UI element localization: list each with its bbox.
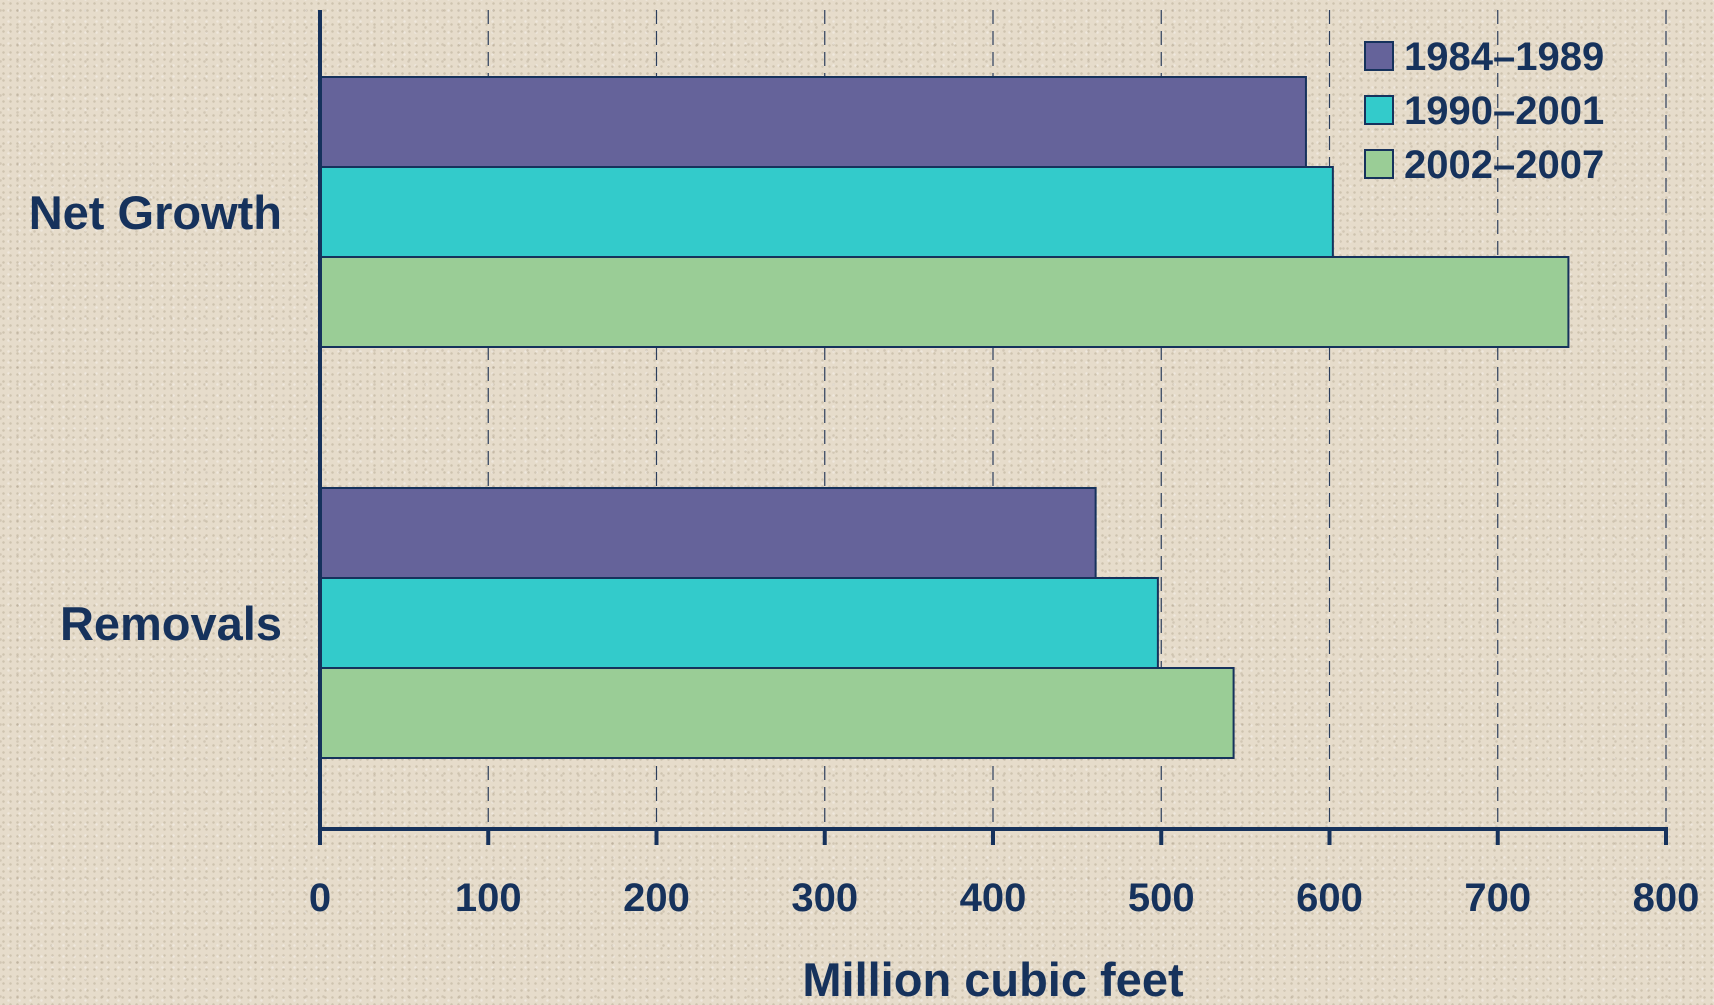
axes <box>318 10 1668 845</box>
x-tick-label: 0 <box>309 876 331 920</box>
legend-swatch <box>1364 149 1394 179</box>
bar-removals-1 <box>319 577 1159 669</box>
bar-net-growth-1 <box>319 166 1334 258</box>
x-tick-label: 300 <box>791 876 858 920</box>
x-tick-label: 100 <box>455 876 522 920</box>
x-tick-label: 600 <box>1296 876 1363 920</box>
legend-label: 1990–2001 <box>1404 89 1604 133</box>
x-tick-label: 200 <box>623 876 690 920</box>
x-tick-label: 800 <box>1633 876 1700 920</box>
labels: 0 100 200 300 400 500 600 700 800 Net Growth Remov… <box>29 186 1700 920</box>
legend-label: 2002–2007 <box>1404 143 1604 187</box>
x-axis-title: Million cubic feet <box>802 953 1184 1005</box>
bar-net-growth-0 <box>319 76 1307 168</box>
x-tick-label: 500 <box>1128 876 1195 920</box>
bar-removals-0 <box>319 487 1097 579</box>
legend-swatch <box>1364 95 1394 125</box>
bar-removals-2 <box>319 667 1235 759</box>
legend: 1984–1989 1990–2001 2002–2007 <box>1364 35 1604 187</box>
bars <box>319 76 1570 759</box>
x-tick-label: 400 <box>960 876 1027 920</box>
bar-net-growth-2 <box>319 256 1570 348</box>
legend-label: 1984–1989 <box>1404 35 1604 79</box>
category-label: Net Growth <box>29 186 282 239</box>
legend-swatch <box>1364 41 1394 71</box>
category-label: Removals <box>60 597 282 650</box>
x-tick-label: 700 <box>1464 876 1531 920</box>
